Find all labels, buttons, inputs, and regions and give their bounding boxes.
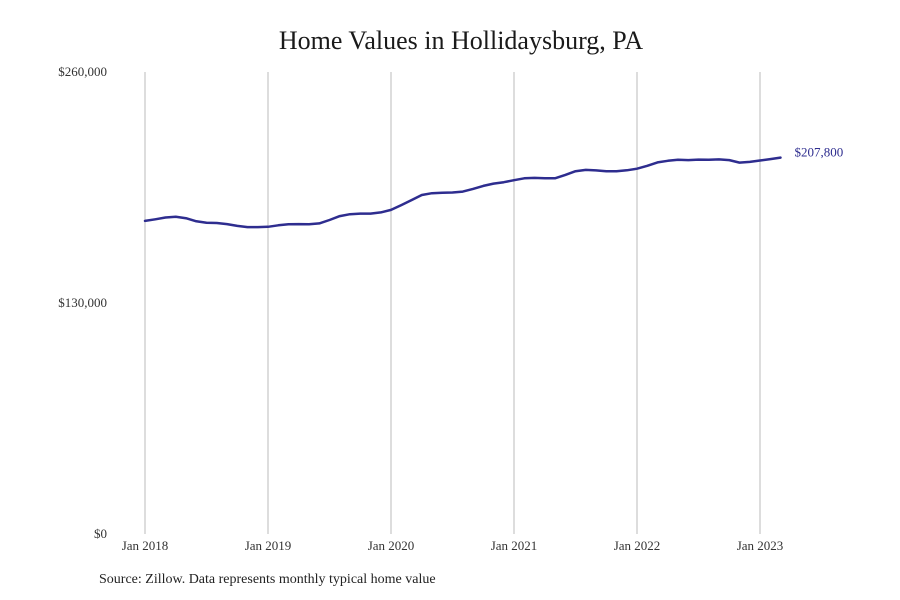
end-value-label: $207,800 xyxy=(795,145,844,160)
x-tick-label: Jan 2023 xyxy=(737,538,784,553)
x-axis: Jan 2018 Jan 2019 Jan 2020 Jan 2021 Jan 2022… xyxy=(122,538,784,553)
series-line-home-value xyxy=(143,156,782,229)
grid-lines xyxy=(144,72,761,534)
y-tick-label: $260,000 xyxy=(58,64,107,79)
y-tick-label: $0 xyxy=(94,526,107,541)
x-tick-label: Jan 2018 xyxy=(122,538,169,553)
x-tick-label: Jan 2021 xyxy=(491,538,538,553)
x-tick-label: Jan 2022 xyxy=(614,538,661,553)
x-tick-label: Jan 2020 xyxy=(368,538,415,553)
chart-title: Home Values in Hollidaysburg, PA xyxy=(278,26,644,55)
y-axis: $0 $130,000 $260,000 xyxy=(58,64,107,541)
x-tick-label: Jan 2019 xyxy=(245,538,292,553)
y-tick-label: $130,000 xyxy=(58,295,107,310)
source-note: Source: Zillow. Data represents monthly … xyxy=(99,572,436,587)
